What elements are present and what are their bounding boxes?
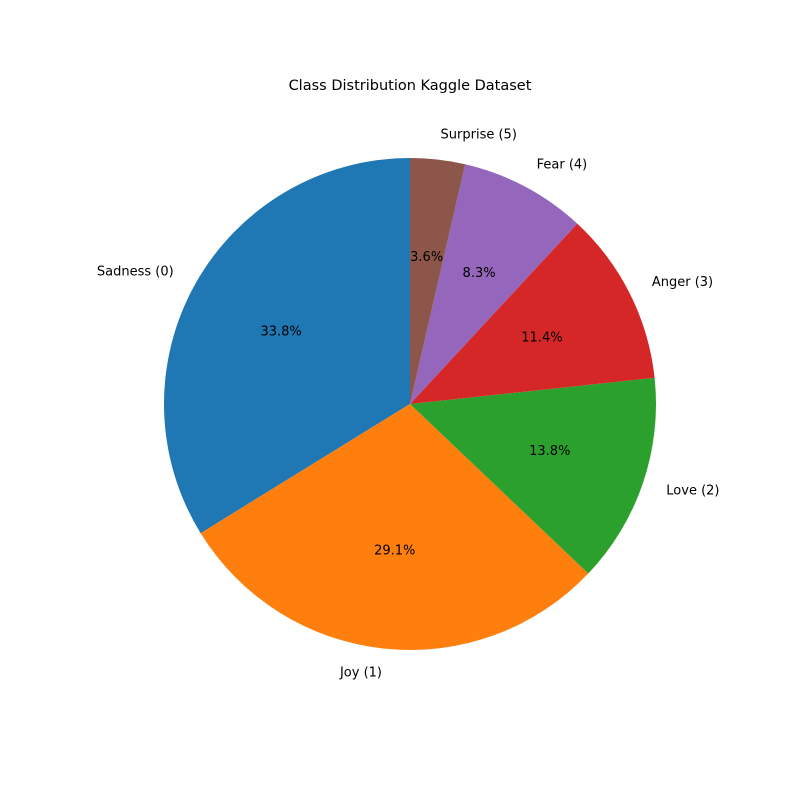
slice-label-love-2: Love (2) (666, 483, 719, 498)
slice-label-fear-4: Fear (4) (537, 157, 588, 172)
pie-slice-fear-4 (410, 164, 578, 404)
pct-label-love-2: 13.8% (529, 444, 570, 459)
percentage-labels: 33.8% 29.1% 13.8% 11.4% 8.3% 3.6% (260, 250, 570, 558)
pct-label-surprise-5: 3.6% (410, 250, 443, 265)
pct-label-anger-3: 11.4% (521, 330, 562, 345)
slice-labels: Sadness (0) Joy (1) Love (2) Anger (3) Fear … (97, 128, 720, 681)
pie-slices (164, 158, 656, 650)
pct-label-fear-4: 8.3% (463, 266, 496, 281)
pie-slice-anger-3 (410, 223, 655, 404)
slice-label-anger-3: Anger (3) (652, 275, 713, 290)
pie-slice-surprise-5 (410, 158, 466, 404)
slice-label-sadness-0: Sadness (0) (97, 265, 174, 280)
pie-slice-joy-1 (200, 404, 589, 650)
pie-slice-sadness-0 (164, 158, 410, 534)
chart-title: Class Distribution Kaggle Dataset (289, 78, 532, 94)
slice-label-surprise-5: Surprise (5) (441, 128, 517, 143)
pct-label-sadness-0: 33.8% (260, 325, 301, 340)
pct-label-joy-1: 29.1% (374, 543, 415, 558)
pie-slice-love-2 (410, 377, 656, 574)
slice-label-joy-1: Joy (1) (339, 666, 382, 681)
